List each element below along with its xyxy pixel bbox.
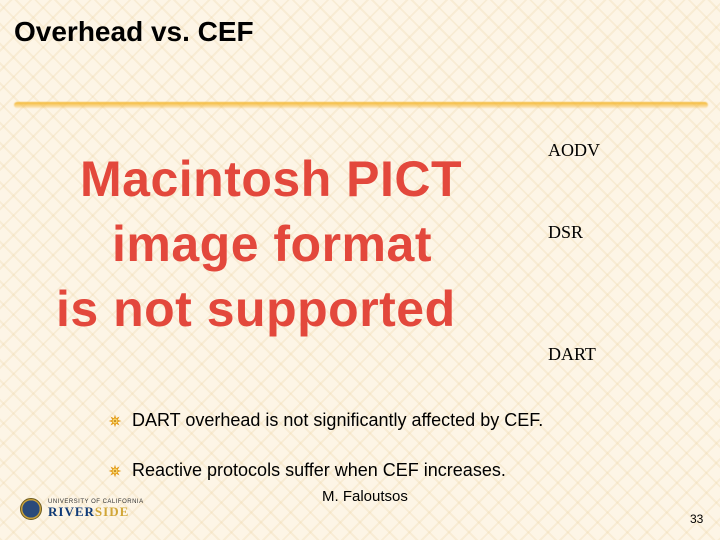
series-label-dsr: DSR — [548, 222, 583, 243]
logo-text: UNIVERSITY OF CALIFORNIA RIVERSIDE — [48, 500, 144, 517]
title-underline — [14, 102, 708, 108]
bullet-text: Reactive protocols suffer when CEF incre… — [132, 460, 506, 481]
series-label-dart: DART — [548, 344, 596, 365]
bullet-item: DART overhead is not significantly affec… — [108, 410, 543, 431]
starburst-icon — [108, 464, 122, 478]
bullet-text: DART overhead is not significantly affec… — [132, 410, 543, 431]
missing-image-line-1: Macintosh PICT — [80, 150, 462, 208]
missing-image-line-3: is not supported — [56, 280, 456, 338]
university-logo: UNIVERSITY OF CALIFORNIA RIVERSIDE — [20, 498, 144, 520]
starburst-icon — [108, 414, 122, 428]
footer-author: M. Faloutsos — [322, 488, 408, 505]
logo-big-text: RIVERSIDE — [48, 506, 144, 518]
page-title: Overhead vs. CEF — [14, 16, 254, 48]
series-label-aodv: AODV — [548, 140, 600, 161]
logo-seal-icon — [20, 498, 42, 520]
missing-image-line-2: image format — [112, 215, 432, 273]
bullet-item: Reactive protocols suffer when CEF incre… — [108, 460, 506, 481]
footer-page-number: 33 — [690, 512, 703, 526]
